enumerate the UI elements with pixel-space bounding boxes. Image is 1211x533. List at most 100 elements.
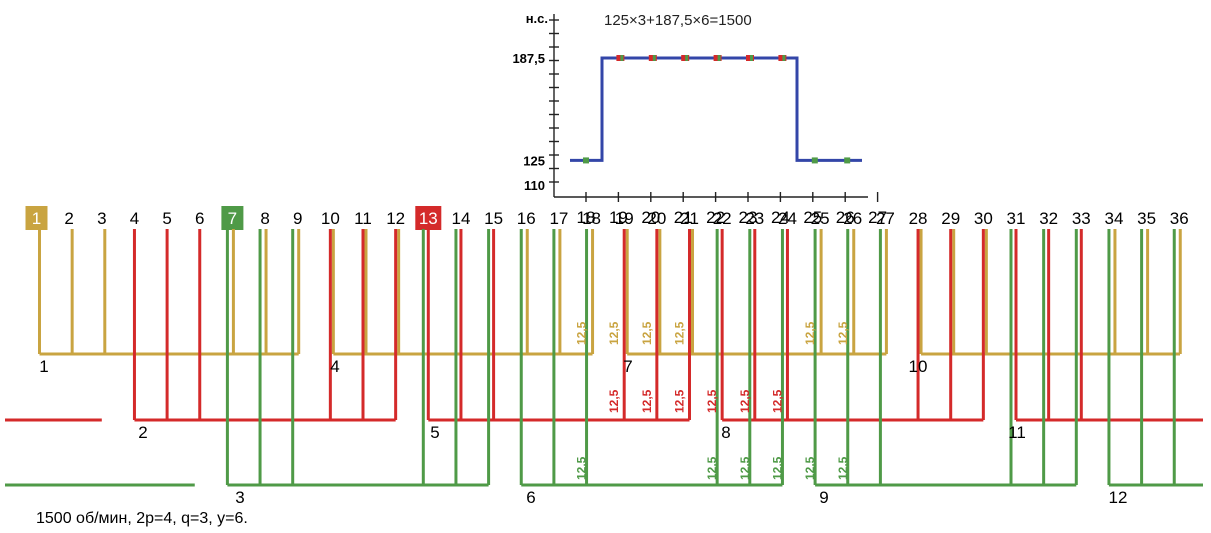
slot-number: 27: [876, 209, 895, 228]
slot-number: 32: [1039, 209, 1058, 228]
mmf-value-label: 12,5: [607, 389, 621, 413]
coil-group-label: 8: [721, 423, 730, 442]
mmf-chart: 18 19 20 21 22 23 24 25 26 27 н.с. 187,5 125 110 125×3…: [512, 11, 887, 227]
caption: 1500 об/мин, 2p=4, q=3, y=6.: [36, 510, 248, 527]
phase-a-winding: [38, 229, 1182, 356]
mmf-step-line: [570, 56, 862, 162]
slot-number: 36: [1170, 209, 1189, 228]
slot-number: 29: [941, 209, 960, 228]
slot-number: 13: [419, 209, 438, 228]
x-tick-label: 20: [641, 208, 660, 227]
x-tick-label: 23: [739, 208, 758, 227]
x-tick-label: 24: [771, 208, 790, 227]
x-tick-label: 21: [674, 208, 693, 227]
mmf-value-label: 12,5: [607, 321, 621, 345]
coil-group-label: 6: [526, 488, 535, 507]
mmf-value-label: 12,5: [705, 389, 719, 413]
slot-number: 31: [1007, 209, 1026, 228]
mmf-value-label: 12,5: [673, 389, 687, 413]
mmf-value-label: 12,5: [673, 321, 687, 345]
mmf-point-accent: [782, 55, 786, 61]
mmf-point-accent: [620, 55, 624, 61]
slot-number: 9: [293, 209, 302, 228]
coil-group-label: 1: [39, 357, 48, 376]
phase-c-winding: [5, 229, 1203, 487]
slot-number: 8: [260, 209, 269, 228]
mmf-value-label: 12,5: [836, 456, 850, 480]
mmf-point: [583, 157, 589, 164]
slot-number: 20: [647, 209, 666, 228]
mmf-value-label: 12,5: [770, 389, 784, 413]
mmf-point: [844, 157, 851, 164]
chart-formula: 125×3+187,5×6=1500: [604, 12, 752, 29]
slot-number: 25: [811, 209, 830, 228]
mmf-point-accent: [717, 55, 721, 61]
slot-number: 22: [713, 209, 732, 228]
x-tick-label: 25: [803, 208, 822, 227]
mmf-point-accent: [652, 55, 656, 61]
chart-axes: [549, 14, 879, 202]
coil-group-label: 2: [138, 423, 147, 442]
mmf-value-label: 12,5: [803, 321, 817, 345]
slot-number: 34: [1104, 209, 1123, 228]
mmf-value-label: 12,5: [640, 321, 654, 345]
slot-highlight-box: [25, 206, 48, 230]
y-tick-label: 110: [524, 178, 545, 193]
x-tick-label: 22: [706, 208, 725, 227]
mmf-value-label: 12,5: [770, 456, 784, 480]
slot-number: 30: [974, 209, 993, 228]
slot-number: 21: [680, 209, 699, 228]
y-tick-label: 125: [523, 153, 545, 168]
slot-number: 14: [451, 209, 470, 228]
slot-number: 5: [162, 209, 171, 228]
slot-number: 4: [130, 209, 139, 228]
coil-group-label: 9: [819, 488, 828, 507]
mmf-value-label: 12,5: [575, 321, 589, 345]
x-tick-label: 18: [577, 208, 596, 227]
mmf-value-label: 12,5: [803, 456, 817, 480]
x-tick-label: 19: [609, 208, 628, 227]
slot-number: 7: [228, 209, 237, 228]
slot-highlight-box: [415, 206, 442, 230]
mmf-value-label: 12,5: [575, 456, 589, 480]
coil-group-label: 12: [1109, 488, 1128, 507]
coil-group-label: 10: [909, 357, 928, 376]
slot-number-row: 1 2 3 4 5 6 7 8 9 10 11 12 13 14 15 16 17 18 19 20 21 22 23 24 2…: [25, 206, 1189, 230]
slot-number: 35: [1137, 209, 1156, 228]
slot-number: 16: [517, 209, 536, 228]
phase-b-winding: [5, 229, 1203, 422]
mmf-value-label: 12,5: [738, 456, 752, 480]
y-tick-label: 187,5: [512, 51, 545, 66]
mmf-value-label: 12,5: [705, 456, 719, 480]
y-axis-label: н.с.: [526, 11, 548, 26]
slot-highlight-box: [221, 206, 244, 230]
slot-number: 19: [615, 209, 634, 228]
slot-number: 3: [97, 209, 106, 228]
slot-number: 15: [484, 209, 503, 228]
coil-group-label: 3: [235, 488, 244, 507]
slot-number: 28: [909, 209, 928, 228]
slot-number: 26: [843, 209, 862, 228]
coil-group-label: 4: [330, 357, 339, 376]
mmf-point: [811, 157, 818, 164]
slot-number: 18: [582, 209, 601, 228]
x-tick-label: 26: [836, 208, 855, 227]
mmf-point-accent: [685, 55, 689, 61]
coil-group-label: 11: [1008, 423, 1026, 442]
mmf-value-label: 12,5: [836, 321, 850, 345]
slot-number: 24: [778, 209, 797, 228]
slot-number: 1: [32, 209, 41, 228]
x-tick-label: 27: [868, 208, 887, 227]
slot-number: 33: [1072, 209, 1091, 228]
winding-lines: 1 4 7 10 2 5 8 11 3 6 9 12: [5, 229, 1203, 507]
slot-number: 2: [64, 209, 73, 228]
slot-number: 11: [354, 209, 372, 228]
slot-number: 12: [386, 209, 405, 228]
slot-number: 23: [745, 209, 764, 228]
slot-number: 10: [321, 209, 340, 228]
mmf-value-label: 12,5: [640, 389, 654, 413]
mmf-point-accent: [750, 55, 753, 61]
mmf-value-label: 12,5: [738, 389, 752, 413]
coil-group-label: 7: [623, 357, 632, 376]
